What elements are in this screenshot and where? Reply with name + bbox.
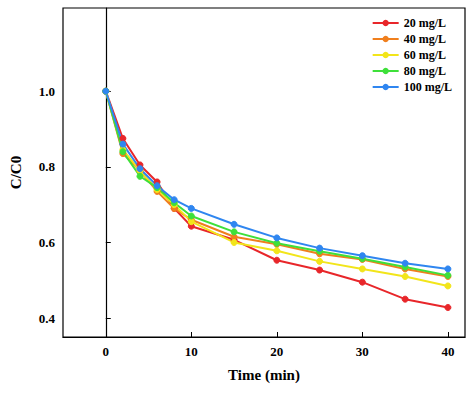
svg-text:1.0: 1.0 <box>39 84 55 99</box>
svg-text:10: 10 <box>185 344 198 359</box>
svg-text:C/C0: C/C0 <box>8 156 24 189</box>
svg-text:40: 40 <box>441 344 454 359</box>
svg-text:0: 0 <box>103 344 110 359</box>
svg-text:100 mg/L: 100 mg/L <box>404 80 452 94</box>
svg-text:20: 20 <box>270 344 283 359</box>
svg-text:80 mg/L: 80 mg/L <box>404 64 446 78</box>
svg-text:0.4: 0.4 <box>39 311 56 326</box>
svg-text:30: 30 <box>356 344 369 359</box>
svg-text:40 mg/L: 40 mg/L <box>404 32 446 46</box>
svg-text:20 mg/L: 20 mg/L <box>404 16 446 30</box>
svg-text:Time (min): Time (min) <box>228 367 300 384</box>
svg-text:0.8: 0.8 <box>39 159 56 174</box>
svg-text:0.6: 0.6 <box>39 235 56 250</box>
svg-text:60 mg/L: 60 mg/L <box>404 48 446 62</box>
